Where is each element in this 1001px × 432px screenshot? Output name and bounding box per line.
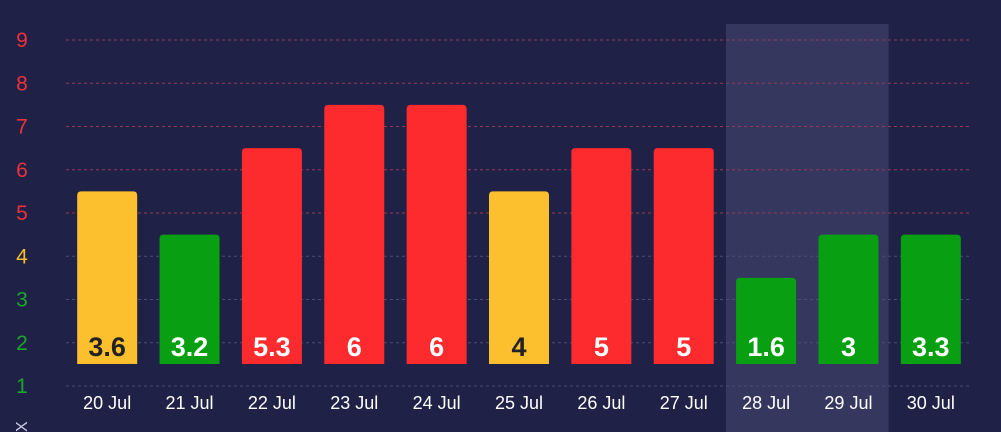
bar-value-label: 5	[594, 332, 609, 362]
y-tick-label: 7	[16, 116, 28, 139]
bar-value-label: 6	[347, 332, 362, 362]
x-axis-ticks: 20 Jul 21 Jul 22 Jul 23 Jul 24 Jul 25 Jul 26 J…	[83, 393, 955, 413]
x-tick-label: 23 Jul	[330, 393, 378, 413]
bar[interactable]	[159, 234, 220, 364]
y-axis-ticks: 1 2 3 4 5 6 7 8 9	[16, 29, 28, 398]
bar[interactable]	[900, 234, 961, 364]
x-tick-label: 24 Jul	[413, 393, 461, 413]
y-tick-label: 4	[16, 245, 28, 268]
x-tick-label: 25 Jul	[495, 393, 543, 413]
bar-value-label: 1.6	[747, 332, 785, 362]
bar-value-label: 3	[841, 332, 856, 362]
x-tick-label: 21 Jul	[166, 393, 214, 413]
bar[interactable]	[736, 277, 797, 364]
x-tick-label: 27 Jul	[660, 393, 708, 413]
bar-value-labels: 3.6 3.2 5.3 6 6 4 5 5 1.6 3 3.3	[88, 332, 949, 362]
y-tick-label: 8	[16, 72, 28, 95]
bar-value-label: 3.6	[88, 332, 126, 362]
x-tick-label: 20 Jul	[83, 393, 131, 413]
bar[interactable]	[489, 191, 549, 364]
bar-value-label: 5.3	[253, 332, 291, 362]
highlight-band	[725, 24, 889, 432]
x-tick-label: 22 Jul	[248, 393, 296, 413]
bar[interactable]	[818, 234, 879, 364]
y-tick-label: 9	[16, 29, 28, 52]
y-tick-label: 5	[16, 202, 28, 225]
bar[interactable]	[77, 191, 138, 364]
bar[interactable]	[241, 148, 302, 364]
bar-value-label: 3.3	[912, 332, 950, 362]
x-tick-label: 30 Jul	[907, 393, 955, 413]
x-tick-label: 28 Jul	[742, 393, 790, 413]
bar-value-label: 4	[511, 332, 526, 362]
bar[interactable]	[653, 148, 714, 364]
bar-value-label: 3.2	[171, 332, 209, 362]
bar-value-label: 5	[676, 332, 691, 362]
y-tick-label: 3	[16, 289, 28, 312]
y-axis-title: X	[14, 421, 31, 432]
x-tick-label: 26 Jul	[577, 393, 625, 413]
highlight-band-layer	[725, 24, 889, 432]
bars	[77, 104, 961, 364]
y-tick-label: 1	[16, 375, 28, 398]
bar[interactable]	[324, 104, 385, 364]
y-tick-label: 6	[16, 159, 28, 182]
x-tick-label: 29 Jul	[824, 393, 872, 413]
bar[interactable]	[571, 148, 632, 364]
bar-value-label: 6	[429, 332, 444, 362]
bar[interactable]	[406, 104, 467, 364]
y-tick-label: 2	[16, 332, 28, 355]
